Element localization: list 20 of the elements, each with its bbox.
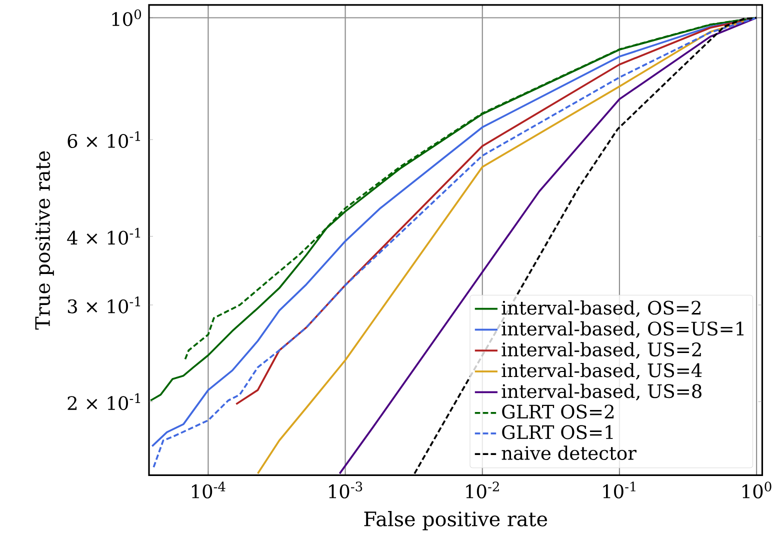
y-tick-label: 3 × 10$^{-1}$ [68,296,140,314]
y-axis-title: True positive rate [35,151,54,330]
legend-label: GLRT OS=2 [502,404,614,419]
y-tick-label: 2 × 10$^{-1}$ [68,393,140,410]
y-tick-label: 4 × 10$^{-1}$ [67,228,140,245]
x-tick-label: 10$^{-3}$ [329,482,362,499]
y-tick-label: 10$^{0}$ [112,10,142,26]
x-axis-title: False positive rate [364,511,548,530]
legend-label: interval-based, US=8 [502,384,702,401]
x-tick-label: 10$^{-4}$ [192,482,226,499]
x-tick-label: 10$^{0}$ [742,482,772,499]
x-tick-label: 10$^{-1}$ [603,482,636,499]
legend-label: naive detector [502,446,636,460]
y-tick-label: 6 × 10$^{-1}$ [68,131,140,148]
legend-label: interval-based, OS=US=1 [502,321,744,338]
legend-label: GLRT OS=1 [502,425,613,440]
legend-label: interval-based, US=2 [502,342,701,359]
legend-label: interval-based, US=4 [502,363,702,380]
legend-label: interval-based, OS=2 [502,300,700,318]
x-tick-label: 10$^{-2}$ [466,482,499,499]
